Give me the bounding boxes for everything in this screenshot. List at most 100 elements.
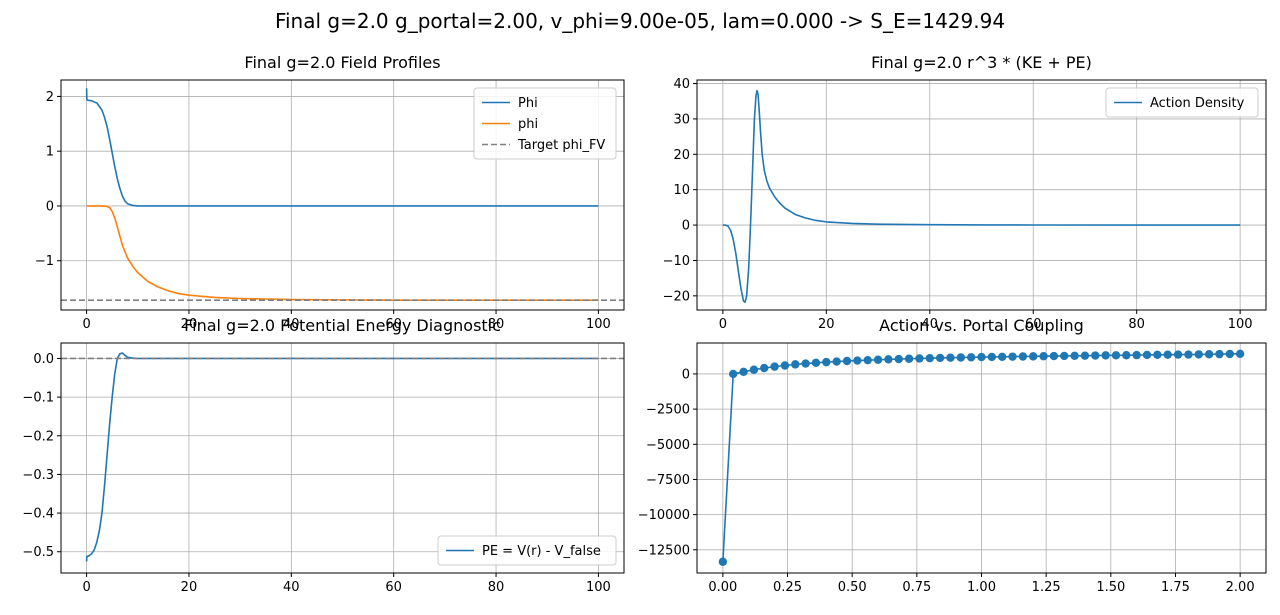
data-point [739, 367, 748, 377]
y-tick-label: −0.4 [22, 507, 54, 522]
plot-data-area [718, 349, 1245, 566]
x-tick-label: 20 [818, 317, 835, 332]
data-point [832, 357, 841, 366]
data-point [1039, 352, 1048, 361]
data-point [1008, 352, 1017, 361]
y-tick-label: −10000 [638, 508, 690, 523]
x-tick-label: 0.00 [708, 580, 737, 595]
data-point [935, 353, 945, 363]
data-point [884, 355, 893, 364]
y-tick-label: −0.2 [22, 429, 54, 444]
figure-suptitle: Final g=2.0 g_portal=2.00, v_phi=9.00e-0… [275, 9, 1005, 33]
data-point [1070, 351, 1079, 361]
data-point [966, 353, 976, 362]
data-point [987, 352, 997, 362]
x-tick-label: 100 [586, 317, 611, 332]
axes-frame [60, 79, 625, 311]
y-tick-label: −5000 [646, 438, 690, 453]
legend-label: PE = V(r) - V_false [482, 544, 601, 559]
data-point [1173, 350, 1183, 359]
data-point [977, 352, 986, 362]
data-point [1018, 352, 1028, 361]
data-point [822, 357, 831, 367]
x-tick-label: 1.25 [1032, 580, 1061, 595]
axes-frame [60, 342, 625, 574]
plot-data-area [61, 352, 624, 562]
data-point [749, 365, 759, 374]
x-tick-label: 100 [586, 580, 611, 595]
y-tick-label: −0.5 [22, 545, 54, 560]
y-tick-label: −10 [663, 254, 690, 269]
data-point [842, 356, 852, 366]
x-tick-label: 0.75 [902, 580, 931, 595]
y-tick-label: 1 [46, 145, 54, 160]
data-point [1029, 352, 1038, 361]
y-tick-label: 0 [682, 367, 690, 382]
y-tick-label: 0 [46, 199, 54, 214]
legend: Action Density [1105, 87, 1259, 118]
axes-frame [696, 79, 1267, 311]
subplot-title: Action vs. Portal Coupling [879, 316, 1084, 335]
y-tick-label: −20 [663, 289, 690, 304]
subplot-potential-energy: 0 20 40 60 80 100 0.0 −0.1 −0.2 −0.3 −0.4 −0.5 Final… [22, 316, 625, 595]
x-tick-label: 0 [719, 317, 727, 332]
data-point [1132, 350, 1141, 360]
x-tick-label: 40 [283, 317, 300, 332]
legend-box [473, 87, 617, 160]
data-point [1142, 350, 1152, 360]
legend: Phi phi Target phi_FV [473, 87, 617, 160]
data-point [1163, 350, 1172, 359]
x-tick-label: 80 [488, 317, 505, 332]
y-tick-label: −2500 [646, 403, 690, 418]
x-tick-label: 60 [1025, 317, 1042, 332]
x-tick-label: 0 [82, 580, 90, 595]
legend-box [437, 535, 617, 566]
data-point [729, 369, 738, 379]
x-tick-label: 40 [283, 580, 300, 595]
legend-label: Target phi_FV [517, 138, 605, 153]
subplot-title: Final g=2.0 r^3 * (KE + PE) [871, 53, 1092, 72]
data-point [1122, 351, 1131, 360]
legend-label: Phi [518, 96, 538, 111]
x-tick-label: 1.75 [1161, 580, 1190, 595]
x-tick-label: 0 [82, 317, 90, 332]
x-tick-label: 2.00 [1226, 580, 1255, 595]
data-point [780, 361, 790, 370]
x-tick-label: 60 [385, 317, 402, 332]
x-tick-label: 0.50 [838, 580, 867, 595]
y-tick-label: −0.3 [22, 468, 54, 483]
subplot-action-vs-coupling: 0.00 0.25 0.50 0.75 1.00 1.25 1.50 1.75 2.00 0 −25… [638, 316, 1267, 595]
plot-data-area [61, 88, 624, 301]
data-point [915, 354, 924, 363]
data-point [1235, 349, 1245, 359]
data-point [770, 362, 779, 371]
y-tick-label: −7500 [646, 473, 690, 488]
data-point [1153, 350, 1162, 360]
subplot-field-profiles: 0 20 40 60 80 100 2 1 0 −1 Final g=2.0 Field Profi… [35, 53, 625, 332]
x-tick-label: 80 [488, 580, 505, 595]
subplot-title: Final g=2.0 Potential Energy Diagnostic [184, 316, 501, 335]
x-tick-label: 1.50 [1096, 580, 1125, 595]
y-tick-label: 10 [673, 183, 690, 198]
data-point [925, 353, 934, 363]
data-point [1080, 351, 1090, 360]
data-point [946, 353, 955, 362]
subplot-title: Final g=2.0 Field Profiles [244, 53, 440, 72]
data-point [853, 356, 862, 365]
data-point [811, 358, 821, 368]
data-point [1091, 351, 1100, 360]
data-point [1101, 351, 1110, 360]
data-point [1194, 350, 1203, 359]
plot-data-area [722, 89, 1241, 304]
data-point [997, 352, 1007, 361]
series-line-phi [85, 88, 599, 207]
data-point [863, 355, 872, 365]
data-point [791, 360, 800, 369]
data-point [1204, 350, 1214, 359]
data-point [760, 363, 769, 373]
x-tick-label: 0.25 [773, 580, 802, 595]
